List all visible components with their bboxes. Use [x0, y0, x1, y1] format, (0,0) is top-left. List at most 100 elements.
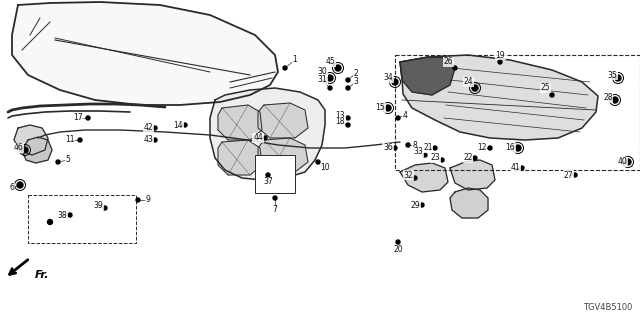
Bar	[255, 155, 295, 193]
Circle shape	[103, 206, 107, 210]
Polygon shape	[218, 140, 262, 175]
Text: 20: 20	[393, 245, 403, 254]
Bar	[395, 55, 640, 170]
Circle shape	[433, 146, 437, 150]
Circle shape	[440, 158, 444, 162]
Circle shape	[283, 66, 287, 70]
Text: 5: 5	[65, 156, 70, 164]
Circle shape	[423, 153, 427, 157]
Polygon shape	[400, 55, 598, 140]
Text: 38: 38	[57, 211, 67, 220]
Circle shape	[346, 86, 350, 90]
Circle shape	[22, 147, 28, 153]
Circle shape	[550, 93, 554, 97]
Text: 4: 4	[403, 110, 408, 119]
Text: 18: 18	[335, 117, 345, 126]
Text: 22: 22	[463, 154, 473, 163]
Circle shape	[396, 116, 400, 120]
Circle shape	[625, 159, 631, 165]
Circle shape	[392, 79, 398, 85]
Text: 25: 25	[540, 84, 550, 92]
Text: 43: 43	[143, 135, 153, 145]
Circle shape	[78, 138, 82, 142]
Circle shape	[86, 116, 90, 120]
Circle shape	[153, 126, 157, 130]
Circle shape	[413, 176, 417, 180]
Circle shape	[472, 85, 478, 91]
Circle shape	[136, 198, 140, 202]
Text: 14: 14	[173, 121, 183, 130]
Polygon shape	[14, 125, 48, 155]
Text: TGV4B5100: TGV4B5100	[582, 303, 632, 312]
Text: 9: 9	[145, 196, 150, 204]
Polygon shape	[400, 163, 448, 192]
Text: 21: 21	[423, 143, 433, 153]
Circle shape	[327, 75, 333, 81]
Text: 35: 35	[607, 70, 617, 79]
Text: 6: 6	[10, 183, 15, 193]
Text: 34: 34	[383, 74, 393, 83]
Text: 29: 29	[410, 201, 420, 210]
Text: 33: 33	[413, 148, 423, 156]
Text: 1: 1	[292, 55, 298, 65]
Bar	[28, 195, 136, 243]
Text: 46: 46	[13, 143, 23, 153]
Text: 19: 19	[495, 51, 505, 60]
Circle shape	[263, 136, 267, 140]
Polygon shape	[400, 57, 455, 95]
Text: 23: 23	[430, 154, 440, 163]
Circle shape	[615, 75, 621, 81]
Text: 13: 13	[335, 110, 345, 119]
Text: 37: 37	[263, 178, 273, 187]
Text: 16: 16	[505, 143, 515, 153]
Circle shape	[56, 160, 60, 164]
Circle shape	[406, 143, 410, 147]
Circle shape	[420, 203, 424, 207]
Polygon shape	[210, 88, 325, 180]
Circle shape	[183, 123, 187, 127]
Text: 40: 40	[617, 157, 627, 166]
Text: 44: 44	[253, 133, 263, 142]
Text: Fr.: Fr.	[35, 270, 49, 280]
Circle shape	[273, 196, 277, 200]
Circle shape	[153, 138, 157, 142]
Circle shape	[612, 97, 618, 103]
Circle shape	[17, 182, 23, 188]
Circle shape	[47, 220, 52, 225]
Circle shape	[68, 213, 72, 217]
Circle shape	[453, 66, 457, 70]
Text: 12: 12	[477, 143, 487, 153]
Text: 31: 31	[317, 76, 327, 84]
Circle shape	[393, 146, 397, 150]
Circle shape	[328, 86, 332, 90]
Polygon shape	[258, 103, 308, 138]
Text: 11: 11	[65, 135, 75, 145]
Text: 17: 17	[73, 114, 83, 123]
Circle shape	[335, 65, 341, 71]
Circle shape	[473, 156, 477, 160]
Text: 42: 42	[143, 124, 153, 132]
Circle shape	[385, 105, 391, 111]
Circle shape	[346, 78, 350, 82]
Polygon shape	[450, 188, 488, 218]
Text: 7: 7	[273, 205, 277, 214]
Text: 41: 41	[510, 164, 520, 172]
Polygon shape	[450, 160, 495, 190]
Circle shape	[520, 166, 524, 170]
Text: 45: 45	[325, 58, 335, 67]
Circle shape	[573, 173, 577, 177]
Text: 24: 24	[463, 77, 473, 86]
Text: 2: 2	[354, 68, 358, 77]
Polygon shape	[22, 137, 52, 163]
Circle shape	[346, 116, 350, 120]
Text: 26: 26	[443, 58, 453, 67]
Text: 3: 3	[353, 77, 358, 86]
Text: 39: 39	[93, 201, 103, 210]
Circle shape	[488, 146, 492, 150]
Circle shape	[498, 60, 502, 64]
Text: 27: 27	[563, 171, 573, 180]
Text: 8: 8	[413, 140, 417, 149]
Circle shape	[515, 145, 521, 151]
Text: 28: 28	[604, 93, 612, 102]
Polygon shape	[12, 2, 278, 105]
